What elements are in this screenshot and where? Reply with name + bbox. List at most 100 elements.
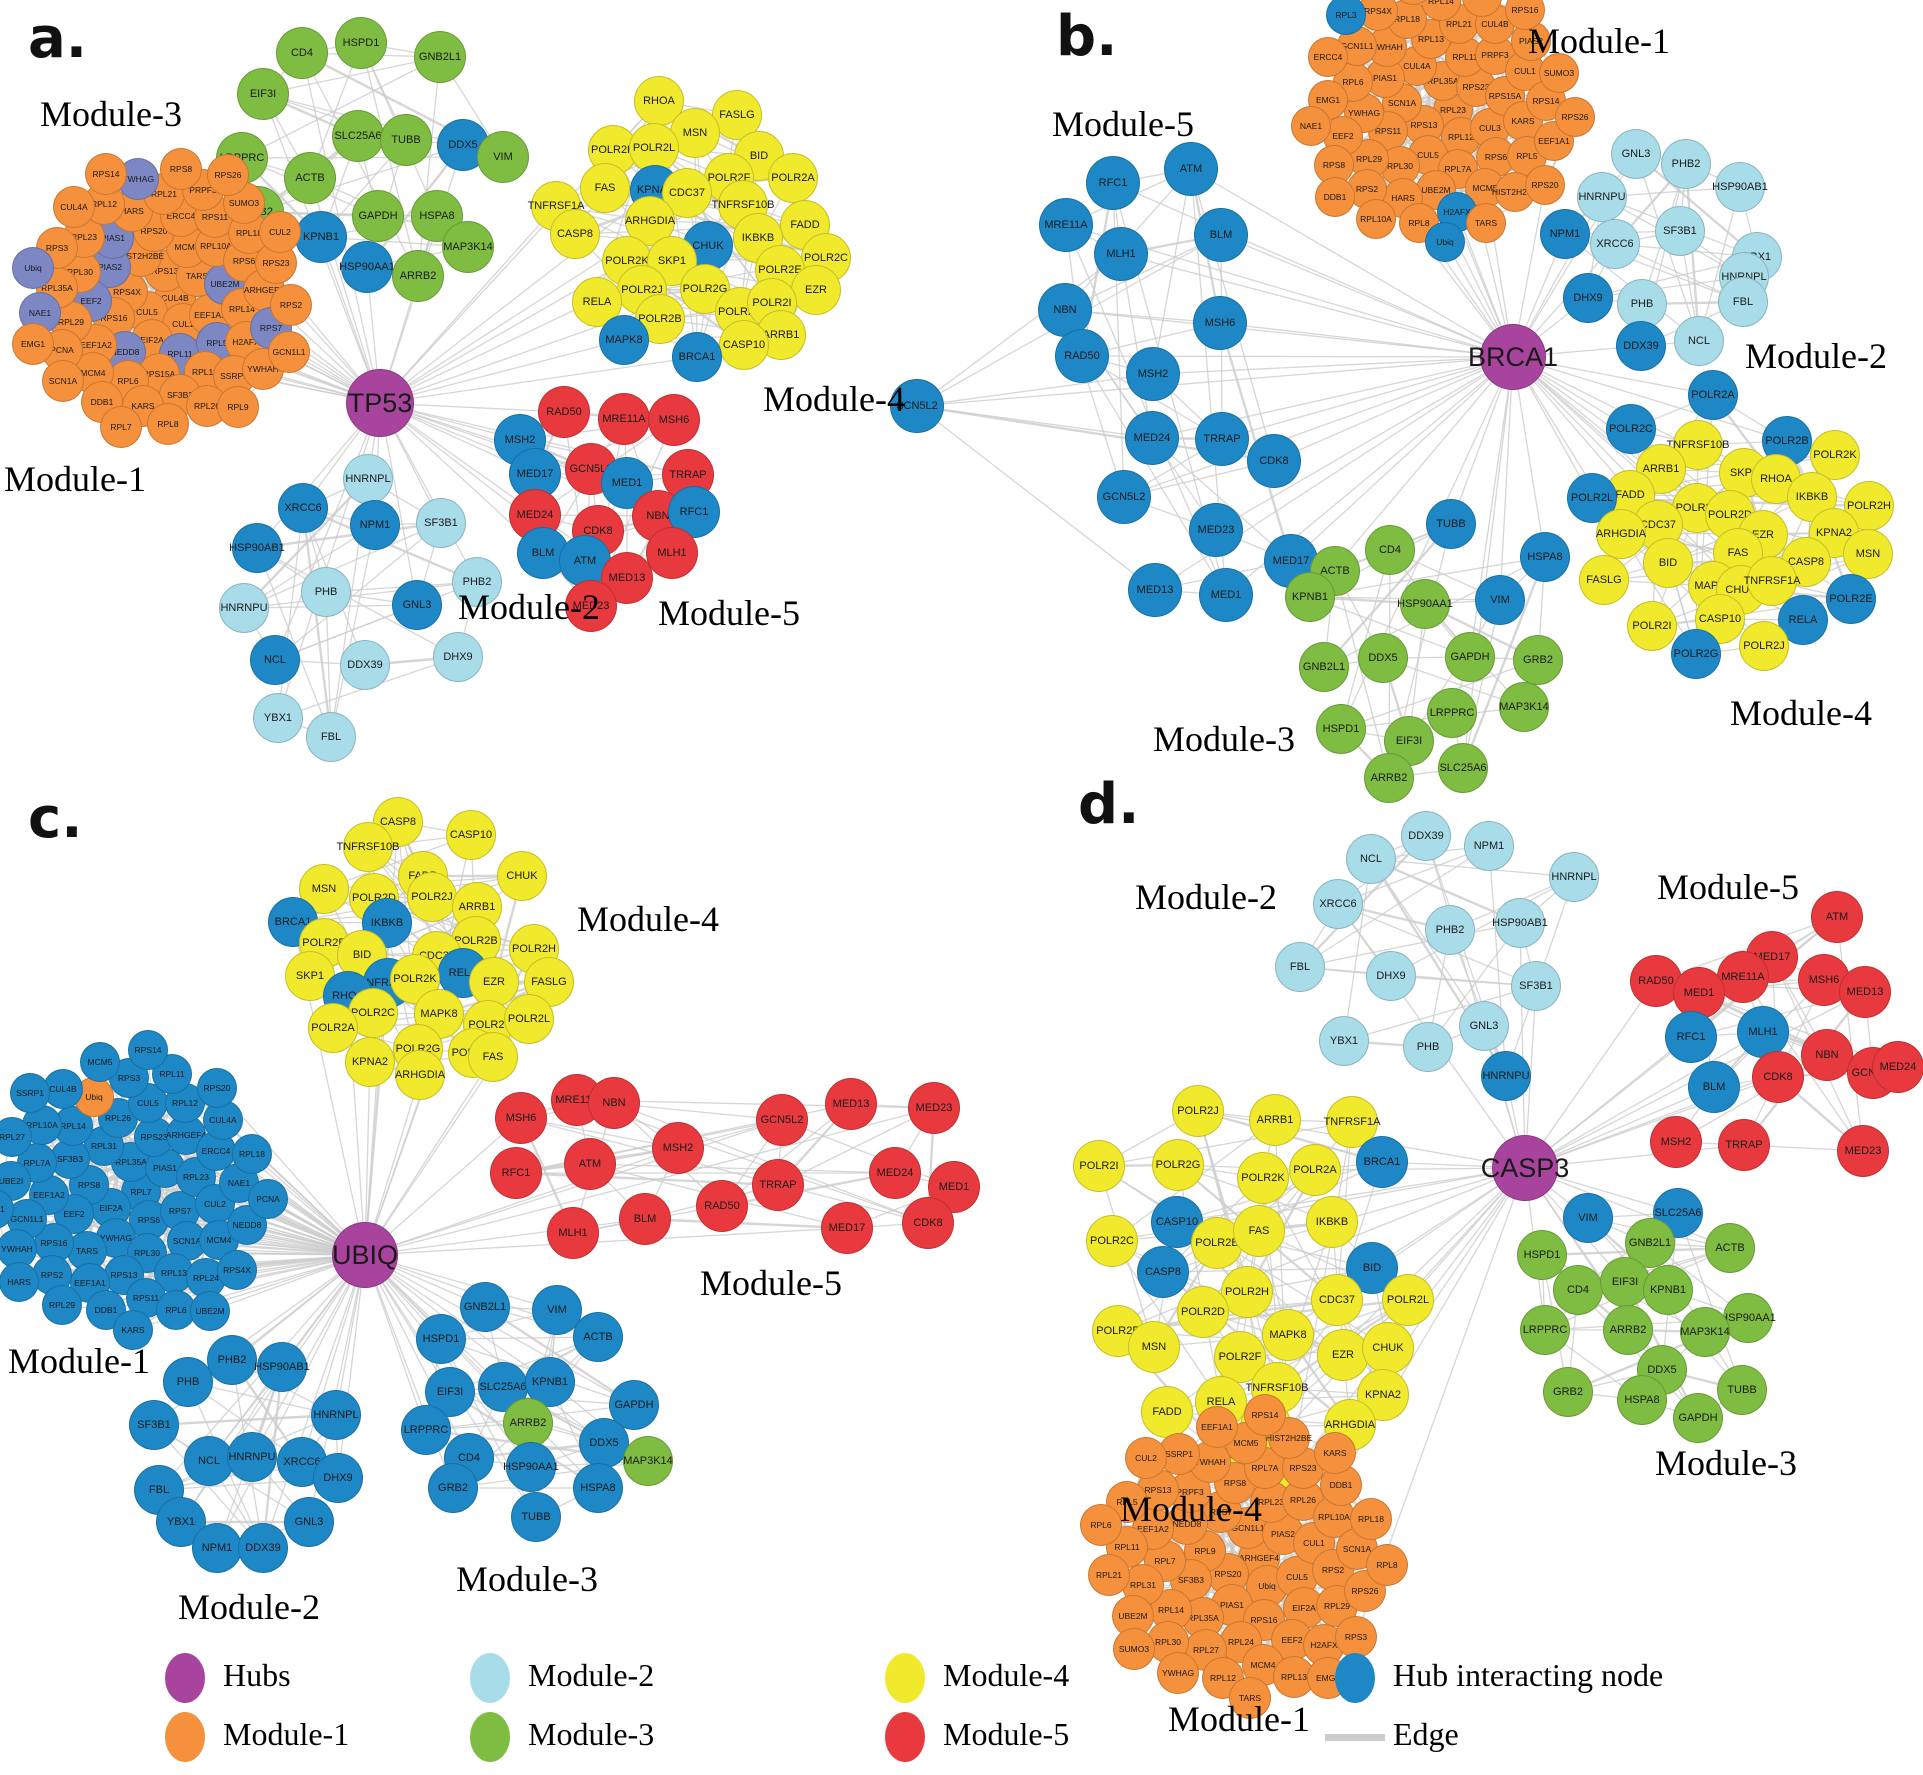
node-fbl[interactable]: FBL	[1275, 942, 1325, 992]
node-msh2[interactable]: MSH2	[1650, 1116, 1702, 1168]
node-map3k14[interactable]: MAP3K14	[442, 221, 494, 273]
node-atm[interactable]: ATM	[564, 1138, 616, 1190]
node-phb[interactable]: PHB	[301, 567, 351, 617]
node-cdk8[interactable]: CDK8	[1752, 1051, 1804, 1103]
node-phb2[interactable]: PHB2	[1661, 139, 1711, 189]
node-polr2c[interactable]: POLR2C	[1086, 1215, 1138, 1267]
node-blm[interactable]: BLM	[1688, 1061, 1740, 1113]
node-hnrnpu[interactable]: HNRNPU	[219, 583, 269, 633]
node-rps4x[interactable]: RPS4X	[217, 1250, 257, 1290]
node-med1[interactable]: MED1	[1673, 967, 1725, 1019]
node-npm1[interactable]: NPM1	[192, 1523, 242, 1573]
node-nae1[interactable]: NAE1	[1291, 106, 1331, 146]
node-arrb2[interactable]: ARRB2	[1364, 753, 1414, 803]
node-rps20[interactable]: RPS20	[197, 1068, 237, 1108]
node-ddx39[interactable]: DDX39	[340, 640, 390, 690]
node-hsp90ab1[interactable]: HSP90AB1	[229, 523, 285, 573]
node-ssrp1[interactable]: SSRP1	[10, 1073, 50, 1113]
node-gnl3[interactable]: GNL3	[1459, 1001, 1509, 1051]
node-mlh1[interactable]: MLH1	[646, 527, 698, 579]
node-casp10[interactable]: CASP10	[719, 320, 769, 370]
node-hsp90aa1[interactable]: HSP90AA1	[1720, 1293, 1776, 1343]
node-rps14[interactable]: RPS14	[1244, 1394, 1286, 1436]
node-rps14[interactable]: RPS14	[85, 153, 127, 195]
node-med24[interactable]: MED24	[1125, 411, 1179, 465]
node-ybx1[interactable]: YBX1	[253, 693, 303, 743]
node-fadd[interactable]: FADD	[1141, 1386, 1193, 1438]
node-bid[interactable]: BID	[1643, 538, 1693, 588]
node-polr2i[interactable]: POLR2I	[1073, 1140, 1125, 1192]
node-ezr[interactable]: EZR	[791, 265, 841, 315]
node-ncl[interactable]: NCL	[250, 635, 300, 685]
hub-node-casp3[interactable]: CASP3	[1481, 1135, 1569, 1201]
node-chuk[interactable]: CHUK	[1362, 1322, 1414, 1374]
node-msh2[interactable]: MSH2	[1126, 347, 1180, 401]
node-arrb2[interactable]: ARRB2	[1603, 1305, 1653, 1355]
node-casp10[interactable]: CASP10	[446, 810, 496, 860]
node-phb2[interactable]: PHB2	[1425, 905, 1475, 955]
node-hsp90ab1[interactable]: HSP90AB1	[254, 1342, 310, 1392]
node-actb[interactable]: ACTB	[1705, 1223, 1755, 1273]
node-med23[interactable]: MED23	[1837, 1125, 1889, 1177]
node-trrap[interactable]: TRRAP	[1195, 412, 1249, 466]
node-gcn1l1[interactable]: GCN1L1	[268, 331, 310, 373]
node-hnrnpl[interactable]: HNRNPL	[1549, 852, 1599, 902]
node-xrcc6[interactable]: XRCC6	[1313, 879, 1363, 929]
node-msn[interactable]: MSN	[1128, 1321, 1180, 1373]
node-gapdh[interactable]: GAPDH	[1673, 1393, 1723, 1443]
node-ncl[interactable]: NCL	[1674, 316, 1724, 366]
node-cul2[interactable]: CUL2	[1125, 1437, 1167, 1479]
node-tubb[interactable]: TUBB	[1426, 499, 1476, 549]
node-msh6[interactable]: MSH6	[648, 394, 700, 446]
node-fas[interactable]: FAS	[468, 1032, 518, 1082]
node-ddx39[interactable]: DDX39	[1616, 321, 1666, 371]
node-arhgdia[interactable]: ARHGDIA	[1596, 509, 1646, 559]
node-cd4[interactable]: CD4	[1553, 1265, 1603, 1315]
node-hars[interactable]: HARS	[0, 1262, 39, 1302]
node-fbl[interactable]: FBL	[1718, 277, 1768, 327]
node-tubb[interactable]: TUBB	[511, 1492, 561, 1542]
node-gapdh[interactable]: GAPDH	[1445, 632, 1495, 682]
node-tubb[interactable]: TUBB	[380, 114, 432, 166]
node-gnl3[interactable]: GNL3	[1611, 129, 1661, 179]
node-rpl8[interactable]: RPL8	[1366, 1544, 1408, 1586]
node-ikbkb[interactable]: IKBKB	[1306, 1196, 1358, 1248]
node-med13[interactable]: MED13	[825, 1078, 877, 1130]
node-slc25a6[interactable]: SLC25A6	[1438, 743, 1488, 793]
node-kars[interactable]: KARS	[113, 1310, 153, 1350]
node-arhgdia[interactable]: ARHGDIA	[395, 1050, 445, 1100]
node-med24[interactable]: MED24	[869, 1147, 921, 1199]
node-polr2g[interactable]: POLR2G	[1152, 1139, 1204, 1191]
node-arrb1[interactable]: ARRB1	[1249, 1094, 1301, 1146]
node-sf3b1[interactable]: SF3B1	[1655, 206, 1705, 256]
node-hsp90aa1[interactable]: HSP90AA1	[503, 1442, 559, 1492]
node-actb[interactable]: ACTB	[573, 1312, 623, 1362]
node-grb2[interactable]: GRB2	[1513, 635, 1563, 685]
node-rps3[interactable]: RPS3	[1335, 1616, 1377, 1658]
node-map3k14[interactable]: MAP3K14	[1499, 682, 1549, 732]
node-cul4a[interactable]: CUL4A	[53, 186, 95, 228]
node-sf3b1[interactable]: SF3B1	[416, 498, 466, 548]
node-dhx9[interactable]: DHX9	[1366, 951, 1416, 1001]
node-xrcc6[interactable]: XRCC6	[278, 483, 328, 533]
node-hsp90ab1[interactable]: HSP90AB1	[1712, 162, 1768, 212]
node-polr2k[interactable]: POLR2K	[1237, 1152, 1289, 1204]
node-lrpprc[interactable]: LRPPRC	[401, 1405, 451, 1455]
node-dhx9[interactable]: DHX9	[313, 1453, 363, 1503]
node-rpl9[interactable]: RPL9	[217, 386, 259, 428]
node-ddx39[interactable]: DDX39	[238, 1523, 288, 1573]
node-kpna2[interactable]: KPNA2	[345, 1037, 395, 1087]
node-cd4[interactable]: CD4	[1365, 525, 1415, 575]
node-rpl21[interactable]: RPL21	[1088, 1554, 1130, 1596]
node-ddb1[interactable]: DDB1	[1315, 177, 1355, 217]
node-vim[interactable]: VIM	[1563, 1193, 1613, 1243]
node-hspa8[interactable]: HSPA8	[573, 1463, 623, 1513]
node-trrap[interactable]: TRRAP	[752, 1159, 804, 1211]
node-nbn[interactable]: NBN	[1801, 1029, 1853, 1081]
node-eif3i[interactable]: EIF3I	[237, 68, 289, 120]
node-gnl3[interactable]: GNL3	[284, 1497, 334, 1547]
node-polr2g[interactable]: POLR2G	[1671, 629, 1721, 679]
node-dhx9[interactable]: DHX9	[1563, 273, 1613, 323]
node-slc25a6[interactable]: SLC25A6	[332, 110, 384, 162]
node-cul2[interactable]: CUL2	[259, 211, 301, 253]
